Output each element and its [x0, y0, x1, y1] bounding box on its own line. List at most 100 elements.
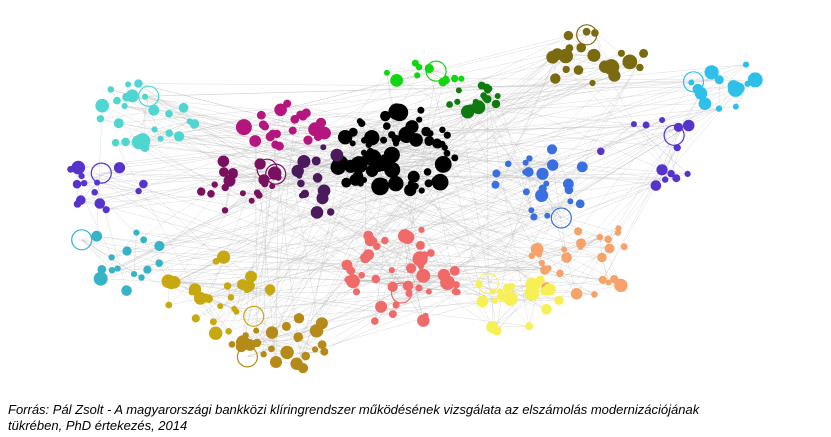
network-node: [168, 276, 181, 289]
network-edge: [435, 53, 622, 182]
network-edge: [100, 107, 184, 120]
network-node: [530, 213, 538, 221]
network-edge: [398, 47, 570, 184]
network-edge: [242, 193, 610, 249]
network-node: [503, 291, 518, 306]
network-node: [303, 135, 313, 145]
network-edge: [413, 176, 502, 297]
network-node: [672, 174, 681, 183]
network-edge: [159, 163, 551, 264]
network-node: [416, 268, 431, 283]
network-node: [387, 281, 398, 292]
network-node: [417, 106, 425, 114]
network-edge: [77, 190, 139, 205]
network-node: [435, 142, 442, 149]
network-edge: [126, 97, 170, 134]
network-node: [525, 322, 534, 331]
network-edge: [497, 95, 535, 217]
network-node: [148, 104, 160, 116]
network-node: [458, 75, 465, 82]
network-node: [268, 166, 282, 180]
network-edge: [81, 239, 118, 269]
network-edge: [381, 291, 429, 308]
network-node: [293, 313, 305, 324]
network-edge: [148, 79, 756, 97]
network-node: [573, 65, 584, 75]
network-node: [358, 119, 366, 128]
network-edge: [215, 261, 549, 269]
network-edge: [425, 131, 456, 292]
network-edge: [179, 125, 689, 137]
network-node: [154, 240, 165, 252]
network-node: [528, 252, 535, 260]
network-edge: [425, 291, 456, 316]
caption-line-1: Forrás: Pál Zsolt - A magyarországi bank…: [8, 402, 700, 417]
network-node: [673, 144, 681, 152]
network-node: [186, 118, 193, 125]
network-edge: [735, 82, 752, 107]
network-node: [243, 339, 256, 351]
network-edge: [401, 71, 437, 294]
network-node: [108, 267, 116, 274]
network-node: [258, 174, 270, 186]
network-edge: [299, 106, 479, 177]
network-edge: [81, 239, 160, 264]
network-node: [546, 144, 558, 155]
network-node: [446, 101, 453, 108]
network-node: [317, 340, 327, 350]
network-edge: [661, 127, 679, 170]
network-node: [269, 183, 276, 190]
network-node: [327, 208, 335, 216]
network-node: [390, 103, 409, 122]
network-edges: [70, 31, 756, 369]
network-edge: [478, 210, 532, 285]
network-node: [663, 124, 685, 146]
network-node: [91, 189, 98, 196]
network-node: [228, 341, 236, 348]
network-edge: [618, 147, 678, 229]
network-edge: [429, 68, 480, 285]
network-edge: [286, 97, 486, 353]
network-edge: [392, 255, 532, 288]
network-edge: [81, 239, 113, 271]
network-node: [139, 179, 148, 189]
network-edge: [511, 262, 543, 287]
network-edge: [487, 99, 562, 219]
network-node: [388, 131, 396, 139]
network-edge: [70, 169, 354, 282]
network-edge: [111, 151, 601, 258]
network-edge: [215, 183, 361, 262]
network-node: [155, 259, 163, 268]
network-node: [455, 87, 462, 94]
network-edge: [225, 183, 399, 259]
network-node: [157, 135, 164, 142]
network-node: [477, 300, 484, 307]
network-node: [597, 252, 607, 263]
network-node: [416, 116, 423, 123]
network-node: [494, 93, 501, 99]
network-node: [341, 259, 353, 271]
network-edge: [236, 145, 439, 312]
network-node: [424, 63, 434, 74]
network-node: [535, 275, 545, 285]
network-node: [209, 318, 217, 326]
network-node: [73, 200, 82, 208]
network-node: [383, 69, 390, 76]
network-node: [567, 198, 574, 205]
network-node: [125, 89, 139, 103]
network-node: [204, 294, 213, 304]
network-edge: [106, 95, 498, 210]
network-node: [604, 235, 612, 244]
network-node: [598, 275, 607, 284]
network-node: [491, 325, 502, 336]
network-edge: [194, 123, 265, 184]
network-edge: [404, 164, 553, 237]
network-edge: [147, 190, 325, 270]
network-node: [570, 288, 583, 300]
network-node: [608, 69, 621, 82]
network-edge: [111, 174, 235, 258]
network-edge: [138, 47, 582, 143]
network-edge: [81, 239, 113, 271]
network-edge: [410, 268, 424, 321]
network-edge: [269, 292, 287, 327]
